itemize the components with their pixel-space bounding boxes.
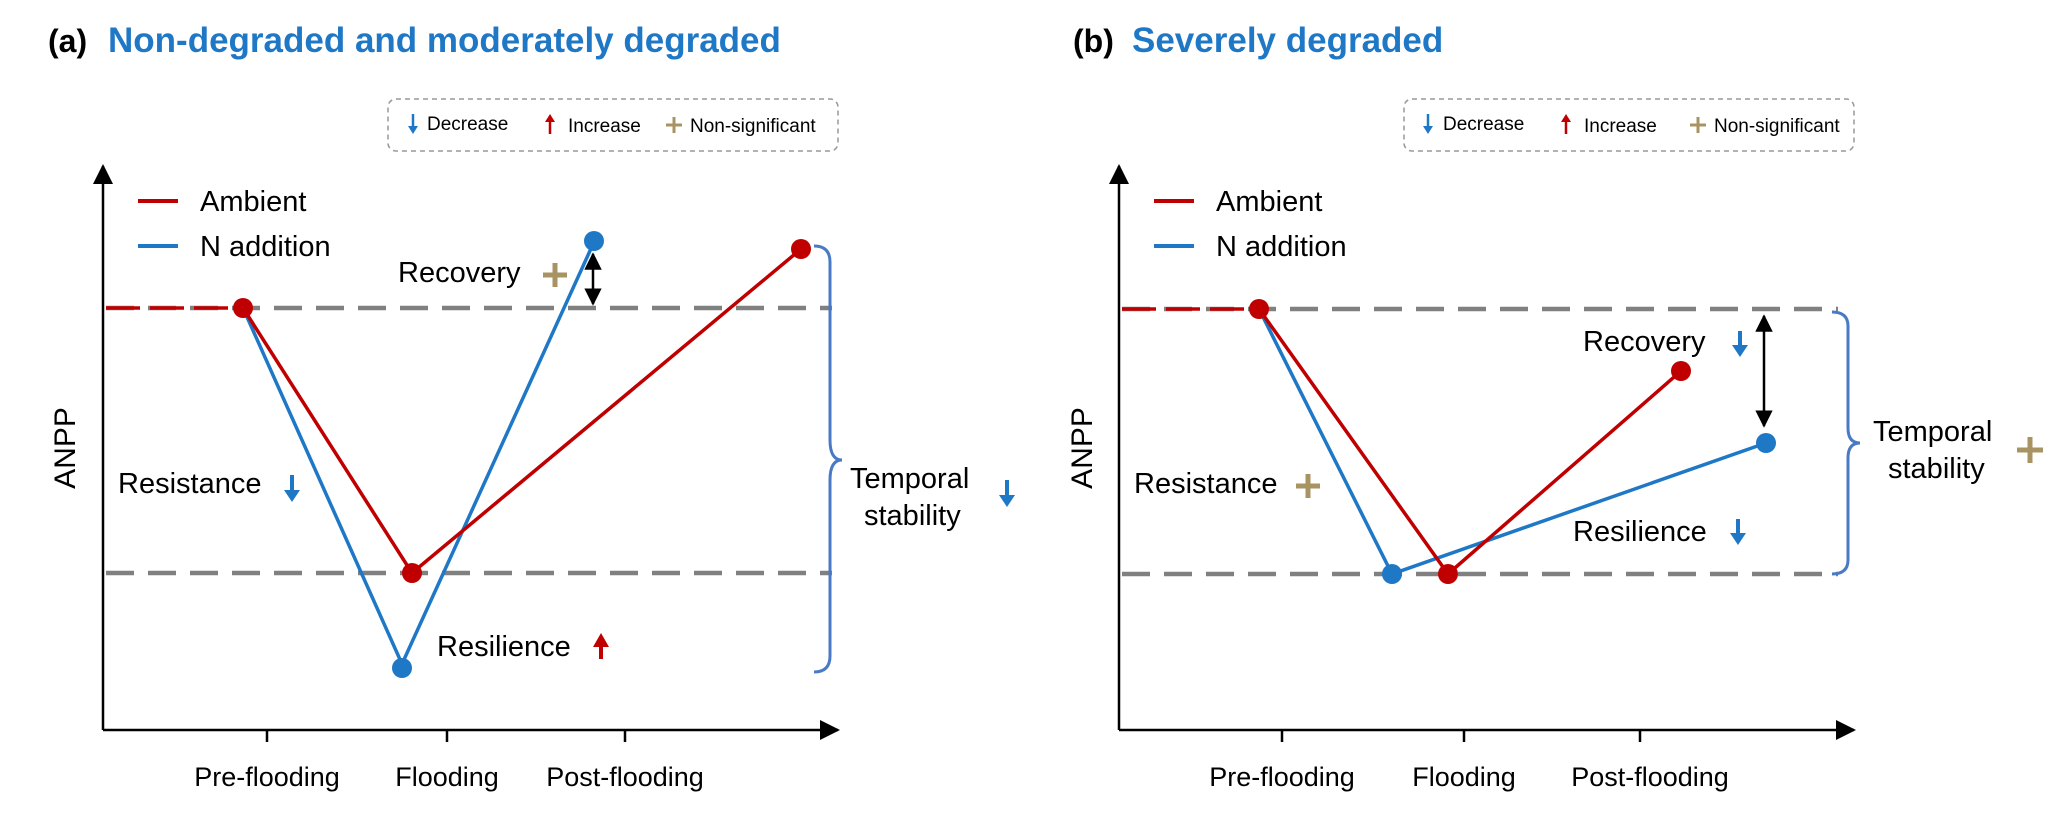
panel-a-ambient-post-point <box>791 239 811 259</box>
panel-a-resilience-increase-arrow-icon <box>593 633 609 659</box>
panel-b-temporal-stability-bracket <box>1831 310 1861 576</box>
panel-a-ambient-flood-point <box>402 563 422 583</box>
legend-non-significant: Non-significant <box>1714 116 1840 137</box>
panel-b: (b) Severely degraded Decrease Increase … <box>1066 21 2043 792</box>
panel-a-xtick-flood: Flooding <box>395 762 499 792</box>
legend-non-significant: Non-significant <box>690 116 816 137</box>
panel-a-recovery-non-significant-plus-icon <box>543 263 567 287</box>
panel-b-letter: (b) <box>1073 23 1114 59</box>
panel-a-temporal-line1: Temporal <box>850 463 969 495</box>
panel-b-ambient-post-point <box>1671 361 1691 381</box>
panel-b-temporal-line2: stability <box>1888 453 1985 485</box>
panel-b-recovery-label: Recovery <box>1583 326 1706 358</box>
non-significant-plus-icon <box>666 117 682 133</box>
panel-a-legend-n-addition: N addition <box>200 231 331 263</box>
legend-increase: Increase <box>1584 116 1657 137</box>
panel-a-pre-point <box>233 298 253 318</box>
panel-b-resilience-decrease-arrow-icon <box>1730 519 1746 545</box>
panel-b-pre-point <box>1249 299 1269 319</box>
panel-a-recovery-label: Recovery <box>398 257 521 289</box>
panel-b-ambient-flood-point <box>1438 564 1458 584</box>
panel-a: (a) Non-degraded and moderately degraded… <box>48 21 1015 792</box>
panel-a-xtick-pre: Pre-flooding <box>194 762 340 792</box>
panel-b-n-addition-post-point <box>1756 433 1776 453</box>
panel-b-resistance-non-significant-plus-icon <box>1296 474 1320 498</box>
panel-a-legend-ambient: Ambient <box>200 186 306 218</box>
non-significant-plus-icon <box>1690 117 1706 133</box>
panel-a-title: Non-degraded and moderately degraded <box>108 21 781 60</box>
panel-b-xtick-pre: Pre-flooding <box>1209 762 1355 792</box>
increase-arrow-icon <box>1561 114 1571 134</box>
panel-a-resilience-label: Resilience <box>437 631 571 663</box>
panel-a-letter: (a) <box>48 23 87 59</box>
legend-decrease: Decrease <box>427 114 508 135</box>
panel-a-temporal-stability-bracket <box>813 244 843 674</box>
panel-a-temporal-decrease-arrow-icon <box>999 480 1015 507</box>
panel-b-xtick-flood: Flooding <box>1412 762 1516 792</box>
panel-a-resistance-label: Resistance <box>118 468 261 500</box>
panel-b-significance-legend: Decrease Increase Non-significant <box>1403 98 1855 152</box>
panel-b-legend-ambient: Ambient <box>1216 186 1322 218</box>
panel-a-n-addition-flood-point <box>392 658 412 678</box>
panel-a-xtick-post: Post-flooding <box>546 762 704 792</box>
panel-b-resilience-label: Resilience <box>1573 516 1707 548</box>
panel-b-resistance-label: Resistance <box>1134 468 1277 500</box>
panel-b-y-label: ANPP <box>1066 407 1099 489</box>
panel-a-temporal-line2: stability <box>864 500 961 532</box>
panel-b-temporal-line1: Temporal <box>1873 416 1992 448</box>
panel-a-resistance-decrease-arrow-icon <box>284 475 300 502</box>
panel-b-recovery-decrease-arrow-icon <box>1732 331 1748 357</box>
panel-b-title: Severely degraded <box>1132 21 1443 60</box>
decrease-arrow-icon <box>408 114 418 134</box>
panel-a-y-label: ANPP <box>49 407 82 489</box>
legend-decrease: Decrease <box>1443 114 1524 135</box>
panel-a-n-addition-post-point <box>584 231 604 251</box>
increase-arrow-icon <box>545 114 555 134</box>
panel-a-n-addition-line <box>241 241 596 669</box>
panel-b-n-addition-flood-point <box>1382 564 1402 584</box>
panel-b-legend-n-addition: N addition <box>1216 231 1347 263</box>
decrease-arrow-icon <box>1423 114 1433 134</box>
panel-a-significance-legend: Decrease Increase Non-significant <box>387 98 839 152</box>
legend-increase: Increase <box>568 116 641 137</box>
panel-a-ambient-line <box>241 247 803 576</box>
panel-b-temporal-non-significant-plus-icon <box>2017 437 2043 463</box>
panel-b-xtick-post: Post-flooding <box>1571 762 1729 792</box>
